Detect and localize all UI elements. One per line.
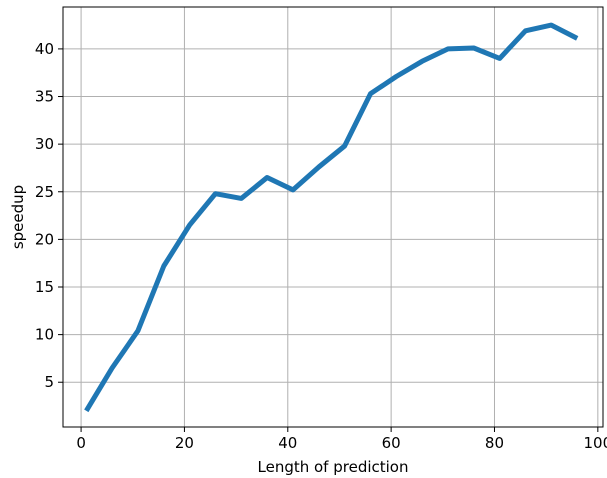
plot-frame bbox=[62, 6, 604, 428]
y-tick-label: 5 bbox=[44, 373, 54, 391]
speedup-series-line bbox=[84, 22, 579, 413]
x-tick-label: 60 bbox=[382, 434, 401, 452]
y-tick-label: 35 bbox=[35, 88, 54, 106]
y-tick-label: 25 bbox=[35, 183, 54, 201]
x-tick-label: 80 bbox=[485, 434, 504, 452]
x-tick-label: 100 bbox=[584, 434, 607, 452]
y-tick-label: 30 bbox=[35, 135, 54, 153]
x-axis-ticks: 0 20 40 60 80 100 bbox=[76, 427, 607, 452]
y-tick-label: 15 bbox=[35, 278, 54, 296]
y-axis-label: speedup bbox=[9, 185, 27, 249]
grid-lines bbox=[63, 7, 603, 427]
series-layer bbox=[84, 22, 579, 413]
x-tick-label: 20 bbox=[175, 434, 194, 452]
y-tick-label: 20 bbox=[35, 230, 54, 248]
y-axis-ticks: 5 10 15 20 25 30 35 40 bbox=[35, 40, 63, 391]
y-tick-label: 40 bbox=[35, 40, 54, 58]
x-tick-label: 40 bbox=[278, 434, 297, 452]
y-tick-label: 10 bbox=[35, 326, 54, 344]
x-tick-label: 0 bbox=[76, 434, 86, 452]
x-axis-label: Length of prediction bbox=[258, 458, 409, 476]
